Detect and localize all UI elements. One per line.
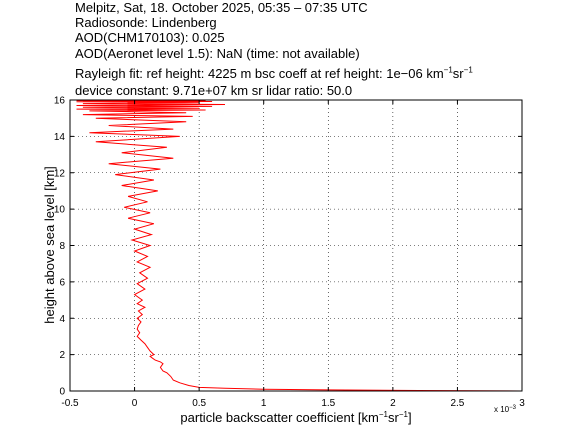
y-tick-label: 0 <box>59 387 65 398</box>
x-axis-exponent: x 10−3 <box>494 405 517 414</box>
y-tick-label: 12 <box>54 168 66 179</box>
x-tick-label: 3 <box>519 398 525 409</box>
y-tick-label: 8 <box>59 241 65 252</box>
series-group <box>76 100 522 391</box>
device-constant-info: device constant: 9.71e+07 km sr lidar ra… <box>75 83 353 98</box>
y-axis-label: height above sea level [km] <box>42 166 57 324</box>
x-tick-label: 2 <box>390 398 396 409</box>
x-axis-label: particle backscatter coefficient [km−1sr… <box>180 410 411 425</box>
y-tick-label: 10 <box>54 205 66 216</box>
x-tick-label: 1.5 <box>321 398 335 409</box>
x-tick-label: 2.5 <box>450 398 464 409</box>
y-tick-label: 16 <box>54 96 66 107</box>
x-tick-label: 1 <box>261 398 267 409</box>
y-tick-label: 4 <box>59 314 65 325</box>
radiosonde-info: Radiosonde: Lindenberg <box>75 15 217 30</box>
x-tick-label: 0.5 <box>192 398 206 409</box>
x-tick-label: -0.5 <box>61 398 79 409</box>
y-tick-label: 2 <box>59 350 65 361</box>
grid-lines <box>70 100 522 391</box>
y-tick-label: 14 <box>54 132 66 143</box>
rayleigh-fit-info: Rayleigh fit: ref height: 4225 m bsc coe… <box>75 65 473 81</box>
x-axis-ticks: -0.5 0 0.5 1 1.5 2 2.5 3 <box>61 100 525 409</box>
aod-aeronet-info: AOD(Aeronet level 1.5): NaN (time: not a… <box>75 46 360 61</box>
x-tick-label: 0 <box>132 398 138 409</box>
y-tick-label: 6 <box>59 277 65 288</box>
y-axis-ticks: 0 2 4 6 8 10 12 14 16 <box>54 96 522 398</box>
aod-chm-info: AOD(CHM170103): 0.025 <box>75 30 225 45</box>
backscatter-profile-line <box>76 100 522 391</box>
chart-title: Melpitz, Sat, 18. October 2025, 05:35 – … <box>75 0 368 15</box>
